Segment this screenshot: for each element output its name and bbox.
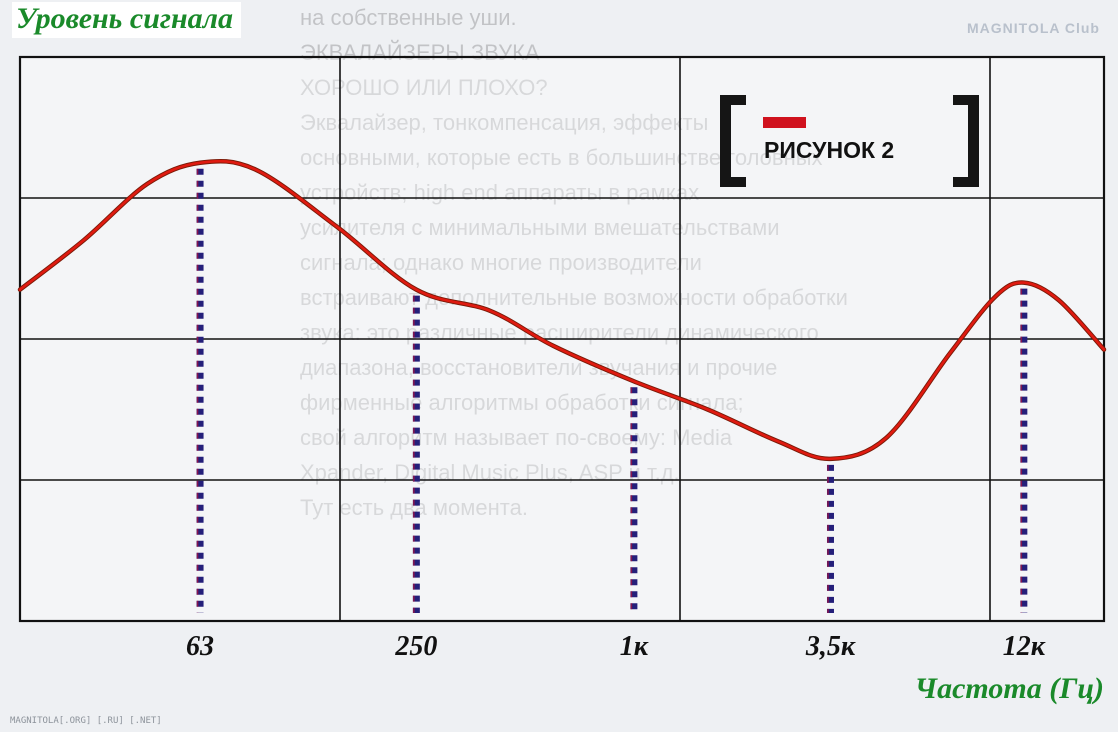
x-tick-label: 250: [394, 631, 437, 662]
frequency-markers: [196, 168, 1028, 613]
y-axis-title: Уровень сигнала: [12, 2, 242, 38]
chart-title: РИСУНОК 2: [764, 137, 894, 163]
figure-badge: РИСУНОК 2: [720, 95, 979, 187]
x-tick-label: 12к: [1003, 631, 1046, 662]
badge-right-bracket-top: [953, 95, 979, 105]
badge-red-bar: [763, 117, 806, 128]
response-curve-line: [18, 159, 1106, 461]
watermark-logo: MAGNITOLA Club: [967, 20, 1100, 36]
x-tick-labels: 63 250 1к 3,5к 12к: [186, 631, 1046, 662]
x-axis-title: Частота (Гц): [914, 672, 1104, 705]
badge-right-bracket-bottom: [953, 177, 979, 187]
x-tick-label: 1к: [620, 631, 649, 662]
badge-left-bracket-bottom: [720, 177, 746, 187]
response-curve: [17, 158, 1107, 462]
badge-left-bracket-top: [720, 95, 746, 105]
badge-right-bracket: [968, 95, 979, 187]
footer-watermark: MAGNITOLA[.ORG] [.RU] [.NET]: [10, 716, 162, 726]
badge-left-bracket: [720, 95, 731, 187]
x-tick-label: 63: [186, 631, 214, 662]
x-tick-label: 3,5к: [805, 631, 856, 662]
